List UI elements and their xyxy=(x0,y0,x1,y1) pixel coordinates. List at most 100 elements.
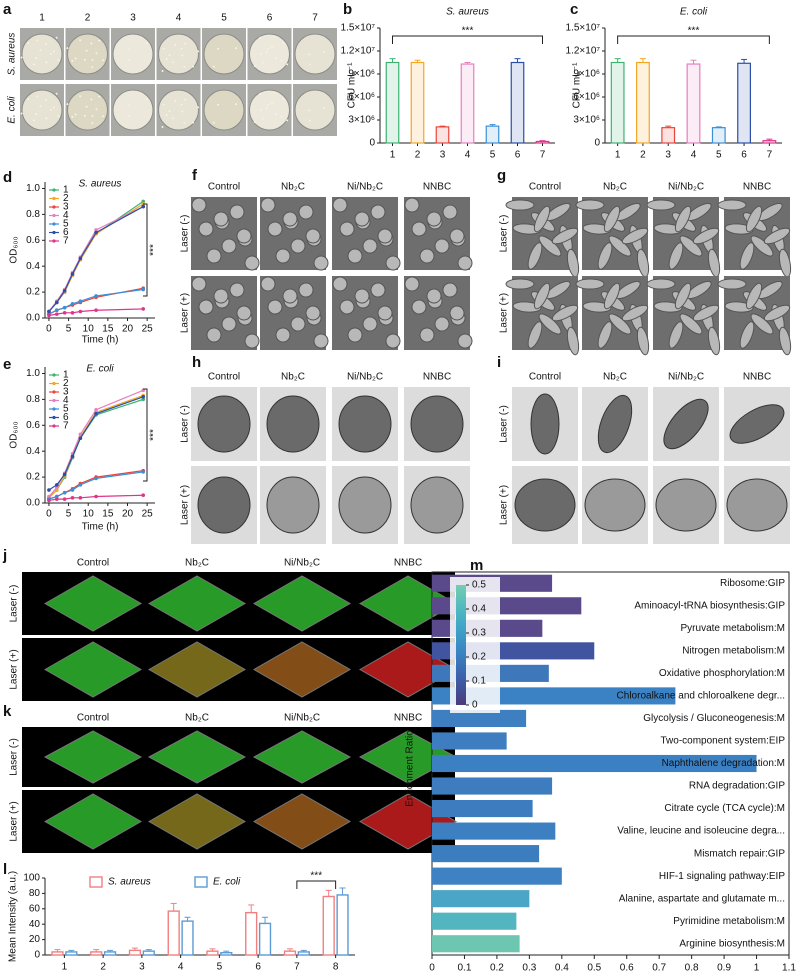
petri-dish xyxy=(249,89,290,131)
x-tick-label: 0 xyxy=(46,324,52,335)
cell xyxy=(778,326,792,356)
x-tick-label: 4 xyxy=(178,962,184,973)
chart-title: S. aureus xyxy=(79,179,122,190)
petri-dish xyxy=(21,89,63,131)
y-tick-label: 0.0 xyxy=(26,313,40,324)
data-point xyxy=(94,494,98,499)
column-label: Nb₂C xyxy=(603,182,627,193)
colony xyxy=(234,47,237,50)
cell xyxy=(707,326,721,356)
colony xyxy=(57,59,60,62)
cell xyxy=(597,242,613,270)
data-point xyxy=(47,488,51,492)
y-axis-label: CFU mL⁻¹ xyxy=(347,62,358,109)
data-point xyxy=(47,498,51,503)
colony xyxy=(265,107,268,110)
row-label: Laser (+) xyxy=(499,293,510,333)
cell xyxy=(282,211,298,227)
x-tick-label: 15 xyxy=(102,324,114,335)
x-tick-label: 6 xyxy=(255,962,261,973)
y-tick-label: 0.4 xyxy=(26,261,40,272)
colorbar-tick-label: 0.1 xyxy=(472,676,486,687)
bar xyxy=(435,126,450,144)
cell xyxy=(449,228,465,244)
panel-letter: a xyxy=(3,1,12,18)
cell xyxy=(674,282,692,310)
row-label: E. coli xyxy=(7,96,18,124)
colony xyxy=(212,121,215,124)
colony xyxy=(181,110,184,113)
data-point xyxy=(78,309,83,314)
y-tick-label: 60 xyxy=(29,903,41,914)
colony xyxy=(39,49,42,52)
legend-label: 5 xyxy=(63,219,69,230)
cell xyxy=(213,211,229,227)
panel-letter: g xyxy=(497,167,506,184)
x-tick-label: 20 xyxy=(122,324,134,335)
legend-marker xyxy=(52,213,56,218)
significance-bracket xyxy=(617,35,770,44)
legend-marker xyxy=(52,222,56,226)
cell xyxy=(260,276,276,292)
cell xyxy=(404,197,420,213)
data-point xyxy=(62,289,67,293)
significance-label: *** xyxy=(149,429,160,441)
cell xyxy=(266,476,320,534)
bar xyxy=(711,127,726,144)
colony xyxy=(273,91,276,94)
cell xyxy=(385,255,401,271)
bar xyxy=(385,61,400,144)
cell xyxy=(377,228,393,244)
bar xyxy=(535,140,550,144)
colony xyxy=(271,102,274,105)
colony xyxy=(253,120,256,123)
bar xyxy=(432,912,517,930)
data-point xyxy=(54,497,59,501)
column-label: 5 xyxy=(221,13,227,24)
y-tick-label: 20 xyxy=(29,934,41,945)
colony xyxy=(91,122,94,125)
cell xyxy=(763,304,791,322)
colony xyxy=(44,43,47,46)
petri-dish xyxy=(21,33,63,75)
x-tick-label: 15 xyxy=(102,509,114,520)
cell xyxy=(533,282,551,310)
cell xyxy=(646,199,676,211)
cell xyxy=(527,242,543,270)
colony xyxy=(180,103,183,106)
panel-letter: m xyxy=(470,557,483,574)
cell xyxy=(370,204,386,220)
bar xyxy=(245,911,258,956)
colony xyxy=(91,58,94,61)
x-tick-label: 1 xyxy=(615,150,621,161)
x-tick-label: 0.9 xyxy=(717,963,731,974)
bar xyxy=(258,922,272,956)
x-tick-label: 4 xyxy=(691,150,697,161)
cell xyxy=(514,478,576,532)
colony xyxy=(286,119,289,122)
data-point xyxy=(47,313,51,318)
cell xyxy=(410,395,464,453)
category-label: Arginine biosynthesis:M xyxy=(679,938,785,949)
petri-dish xyxy=(203,33,245,75)
significance-bracket xyxy=(143,388,148,482)
x-tick-label: 1.1 xyxy=(782,963,796,974)
cell xyxy=(692,304,720,322)
colony xyxy=(271,46,274,49)
category-label: Aminoacyl-tRNA biosynthesis:GIP xyxy=(634,600,785,611)
cell xyxy=(354,288,370,304)
biofilm xyxy=(147,730,247,784)
colony xyxy=(71,115,74,118)
y-axis-label: OD₆₀₀ xyxy=(9,236,20,263)
legend-marker xyxy=(52,196,56,201)
colony xyxy=(217,103,220,106)
category-label: Chloroalkane and chloroalkene degr... xyxy=(617,691,785,702)
bar xyxy=(142,950,155,956)
colony xyxy=(180,47,183,50)
cell xyxy=(197,395,251,453)
x-axis-label: Time (h) xyxy=(82,522,119,533)
legend-marker xyxy=(52,239,56,243)
colony xyxy=(273,35,276,38)
colony xyxy=(35,57,38,60)
data-point xyxy=(70,311,75,315)
